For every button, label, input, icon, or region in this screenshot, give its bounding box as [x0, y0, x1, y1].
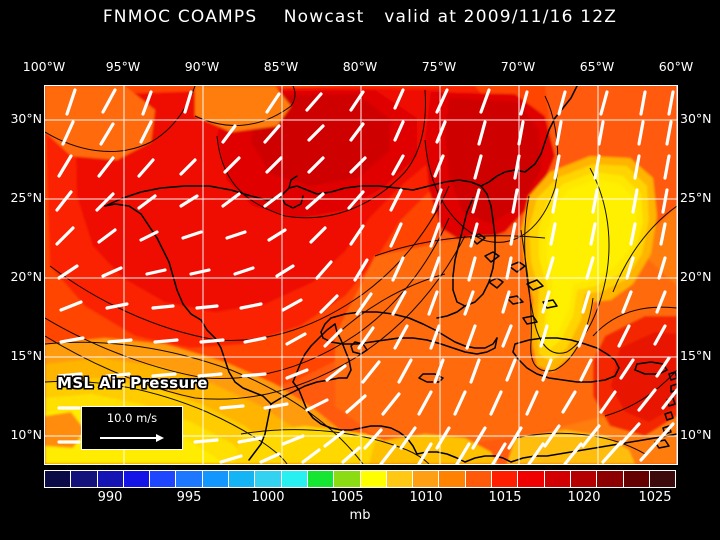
- map-plot-area[interactable]: MSL Air Pressure 10.0 m/s: [44, 85, 678, 465]
- colorbar-tick-1000: 1000: [251, 490, 285, 505]
- colorbar-swatch-22: [623, 471, 650, 487]
- lat-tick-label-left-10n: 10°N: [10, 427, 42, 442]
- colorbar-swatch-13: [386, 471, 414, 487]
- colorbar-swatch-11: [334, 471, 361, 487]
- colorbar-swatch-9: [281, 471, 308, 487]
- lon-tick-label-85w: 85°W: [263, 59, 299, 74]
- page-title: FNMOC COAMPS Nowcast valid at 2009/11/16…: [102, 7, 618, 27]
- colorbar-swatch-6: [202, 471, 230, 487]
- colorbar-swatch-7: [229, 471, 256, 487]
- colorbar-swatch-2: [97, 471, 124, 487]
- coastlines: [104, 86, 677, 463]
- wind-vector-key: 10.0 m/s: [81, 406, 183, 450]
- lon-tick-label-80w: 80°W: [342, 59, 378, 74]
- lon-tick-label-65w: 65°W: [579, 59, 615, 74]
- colorbar-swatch-0: [45, 471, 72, 487]
- lat-tick-label-right-20n: 20°N: [680, 269, 712, 284]
- colorbar-tick-1015: 1015: [488, 490, 522, 505]
- colorbar-tick-1025: 1025: [638, 490, 672, 505]
- colorbar-tick-995: 995: [176, 490, 202, 505]
- colorbar-swatch-10: [307, 471, 335, 487]
- lat-tick-label-left-20n: 20°N: [10, 269, 42, 284]
- colorbar-swatch-16: [465, 471, 493, 487]
- lat-tick-label-right-25n: 25°N: [680, 190, 712, 205]
- colorbar-tick-1005: 1005: [330, 490, 364, 505]
- wind-vector-field: [55, 88, 677, 464]
- colorbar-swatch-12: [360, 471, 387, 487]
- map-raster: MSL Air Pressure 10.0 m/s: [45, 86, 677, 464]
- colorbar-swatch-14: [413, 471, 440, 487]
- pressure-contour-lines: [45, 86, 677, 464]
- lon-tick-label-60w: 60°W: [658, 59, 694, 74]
- lat-tick-label-right-15n: 15°N: [680, 348, 712, 363]
- colorbar-swatch-20: [570, 471, 598, 487]
- colorbar-swatch-1: [71, 471, 98, 487]
- lat-tick-label-right-30n: 30°N: [680, 111, 712, 126]
- colorbar-swatch-8: [255, 471, 282, 487]
- colorbar[interactable]: [44, 470, 676, 488]
- lon-tick-label-90w: 90°W: [184, 59, 220, 74]
- pressure-field-svg: [45, 86, 677, 464]
- colorbar-swatch-15: [439, 471, 466, 487]
- colorbar-tick-990: 990: [97, 490, 123, 505]
- colorbar-swatch-21: [597, 471, 624, 487]
- lat-tick-label-left-15n: 15°N: [10, 348, 42, 363]
- lat-tick-label-left-25n: 25°N: [10, 190, 42, 205]
- lon-tick-label-70w: 70°W: [500, 59, 536, 74]
- lon-tick-label-100w: 100°W: [22, 59, 66, 74]
- wind-vector-key-label: 10.0 m/s: [106, 411, 158, 425]
- lon-tick-label-95w: 95°W: [105, 59, 141, 74]
- colorbar-swatch-4: [150, 471, 177, 487]
- colorbar-units-label: mb: [349, 508, 371, 523]
- colorbar-swatch-17: [492, 471, 519, 487]
- colorbar-swatch-5: [176, 471, 203, 487]
- colorbar-tick-1010: 1010: [409, 490, 443, 505]
- colorbar-swatch-18: [518, 471, 545, 487]
- lat-tick-label-right-10n: 10°N: [680, 427, 712, 442]
- colorbar-swatch-3: [123, 471, 151, 487]
- wind-vector-key-arrow-icon: [100, 434, 164, 442]
- colorbar-tick-1020: 1020: [567, 490, 601, 505]
- colorbar-swatch-23: [649, 471, 676, 487]
- colorbar-swatch-19: [544, 471, 571, 487]
- lat-tick-label-left-30n: 30°N: [10, 111, 42, 126]
- lon-tick-label-75w: 75°W: [421, 59, 457, 74]
